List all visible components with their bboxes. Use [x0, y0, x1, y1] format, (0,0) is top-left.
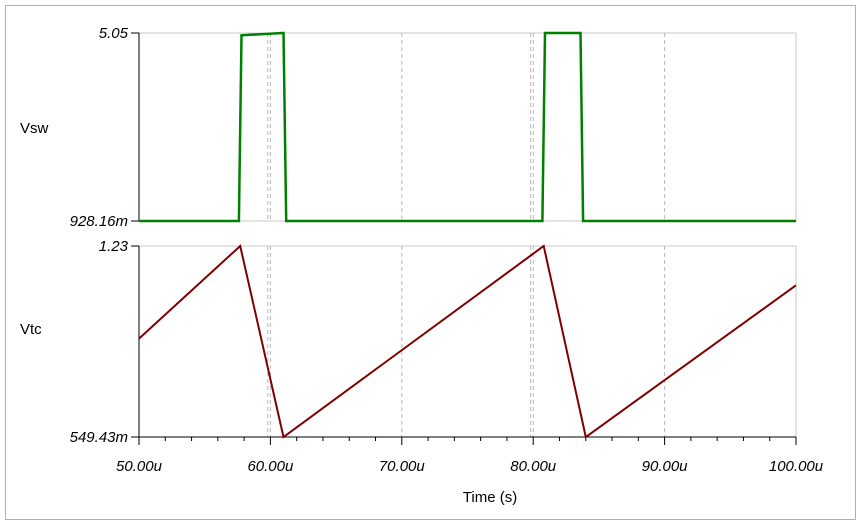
top-ytick-label-max: 5.05: [99, 25, 129, 42]
bottom-ytick-label-max: 1.23: [99, 238, 129, 255]
top-plot-area: [138, 32, 797, 222]
x-tick-label: 100.00u: [769, 458, 824, 475]
x-tick-label: 50.00u: [116, 458, 163, 475]
bottom-ytick-label-min: 549.43m: [70, 429, 128, 446]
top-y-axis-label: Vsw: [20, 120, 49, 137]
x-tick-label: 90.00u: [642, 458, 689, 475]
x-tick-label: 60.00u: [247, 458, 294, 475]
bottom-y-axis-label: Vtc: [20, 321, 42, 338]
top-ytick-label-min: 928.16m: [70, 213, 128, 230]
top-grid: [267, 33, 666, 221]
vtc-series-line: [138, 244, 797, 439]
bottom-plot-area: [138, 245, 797, 438]
x-tick-label: 80.00u: [510, 458, 557, 475]
bottom-x-tick-labels: 50.00u 60.00u 70.00u 80.00u 90.00u 100.00u: [116, 458, 824, 475]
bottom-x-ticks: [138, 437, 797, 445]
bottom-grid: [267, 246, 666, 437]
x-axis-label: Time (s): [463, 489, 517, 506]
x-tick-label: 70.00u: [379, 458, 426, 475]
vsw-series-line: [139, 31, 796, 223]
